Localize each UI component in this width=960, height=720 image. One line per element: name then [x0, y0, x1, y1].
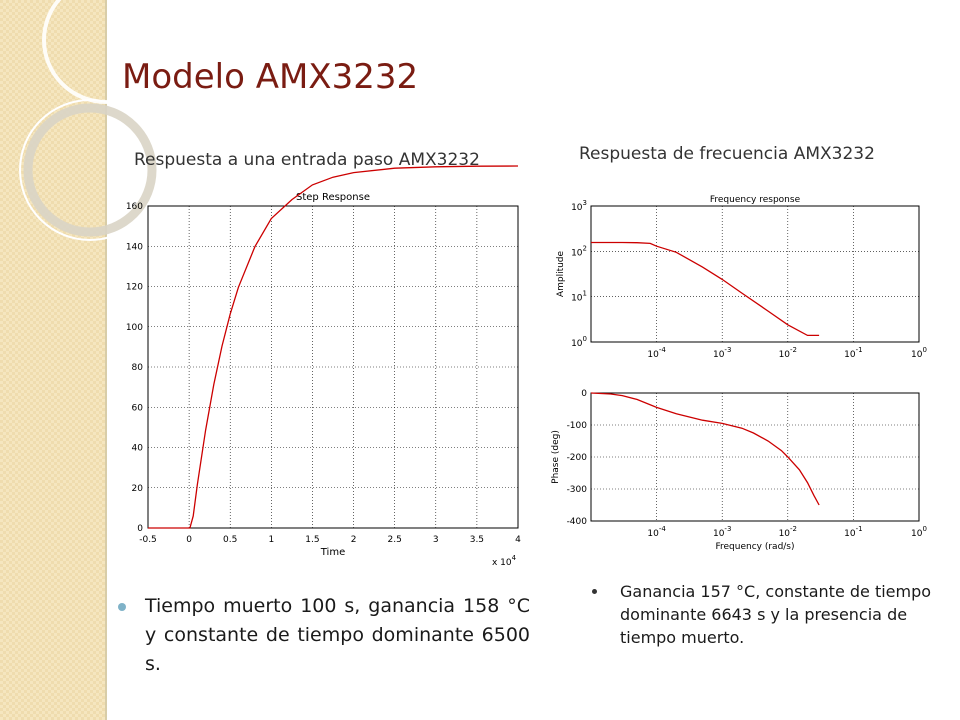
y-tick-label: 80	[132, 363, 144, 373]
y-tick-label: 160	[126, 202, 143, 212]
amplitude-chart: 10-4 10-3 10-2 10-1 100 100 101 102 103 Frequency…	[556, 195, 927, 360]
bullet-right: Ganancia 157 °C, constante de tiempo dom…	[592, 580, 932, 649]
x-tick-label: 3.5	[470, 535, 484, 545]
y-tick-label: 0	[137, 524, 143, 534]
plot-area	[147, 205, 519, 529]
y-axis-label: Phase (deg)	[551, 430, 561, 484]
x-axis-label: Frequency (rad/s)	[715, 542, 794, 552]
bullet-dot-icon	[592, 589, 597, 594]
x-tick-label: 10-1	[844, 346, 862, 360]
step-response-chart: -0.5 0 0.5 1 1.5 2 2.5 3 3.5 40204060801001201401…	[126, 165, 521, 568]
x-tick-label: 10-3	[713, 525, 731, 539]
y-tick-label: 102	[571, 244, 587, 258]
y-tick-label: -300	[567, 485, 588, 495]
x-tick-label: 4	[515, 535, 521, 545]
x-tick-label: 2.5	[388, 535, 402, 545]
plot-area	[590, 205, 920, 343]
x-tick-label: 0.5	[223, 535, 237, 545]
plot-area	[590, 392, 920, 522]
x-tick-label: 3	[433, 535, 439, 545]
y-tick-label: 103	[571, 199, 587, 213]
background-decoration	[0, 0, 170, 720]
x-tick-label: 100	[911, 346, 927, 360]
y-tick-label: 20	[132, 484, 144, 494]
chart-title: Step Response	[296, 192, 370, 203]
page-title: Modelo AMX3232	[122, 57, 418, 97]
x-tick-label: -0.5	[139, 535, 157, 545]
y-axis-label: Amplitude	[556, 250, 566, 297]
phase-line	[590, 392, 820, 506]
step-response-line	[148, 165, 519, 529]
decor-circle-white	[19, 99, 161, 241]
y-tick-label: -100	[567, 421, 588, 431]
y-tick-label: -400	[567, 517, 588, 527]
x-multiplier-label: x 104	[492, 554, 517, 568]
decor-circle-gray	[23, 103, 157, 237]
bullet-left-text: Tiempo muerto 100 s, ganancia 158 °C y c…	[145, 595, 530, 675]
chart-title: Frequency response	[710, 195, 801, 205]
step-caption: Respuesta a una entrada paso AMX3232	[134, 150, 480, 170]
bullet-dot-icon	[118, 603, 126, 611]
x-tick-label: 10-2	[779, 346, 797, 360]
x-tick-label: 0	[186, 535, 192, 545]
x-axis-label: Time	[320, 547, 345, 558]
y-tick-label: 40	[132, 444, 144, 454]
y-tick-label: 100	[126, 323, 143, 333]
y-tick-label: -200	[567, 453, 588, 463]
x-tick-label: 10-1	[844, 525, 862, 539]
y-tick-label: 101	[571, 290, 587, 304]
frequency-caption: Respuesta de frecuencia AMX3232	[579, 144, 875, 164]
x-tick-label: 1.5	[305, 535, 319, 545]
x-tick-label: 10-3	[713, 346, 731, 360]
x-tick-label: 10-4	[647, 346, 666, 360]
y-tick-label: 140	[126, 242, 143, 252]
bullet-left: Tiempo muerto 100 s, ganancia 158 °C y c…	[118, 592, 530, 679]
phase-chart: 10-4 10-3 10-2 10-1 100 0 -100 -200 -300 -400 Freq…	[551, 389, 927, 552]
y-tick-label: 100	[571, 335, 587, 349]
y-tick-label: 120	[126, 283, 143, 293]
bullet-right-text: Ganancia 157 °C, constante de tiempo dom…	[620, 582, 932, 647]
x-tick-label: 2	[351, 535, 357, 545]
x-tick-label: 10-4	[647, 525, 666, 539]
x-tick-label: 100	[911, 525, 927, 539]
amplitude-line	[591, 241, 820, 337]
x-tick-label: 10-2	[779, 525, 797, 539]
x-tick-label: 1	[268, 535, 274, 545]
y-tick-label: 60	[132, 403, 144, 413]
y-tick-label: 0	[581, 389, 587, 399]
